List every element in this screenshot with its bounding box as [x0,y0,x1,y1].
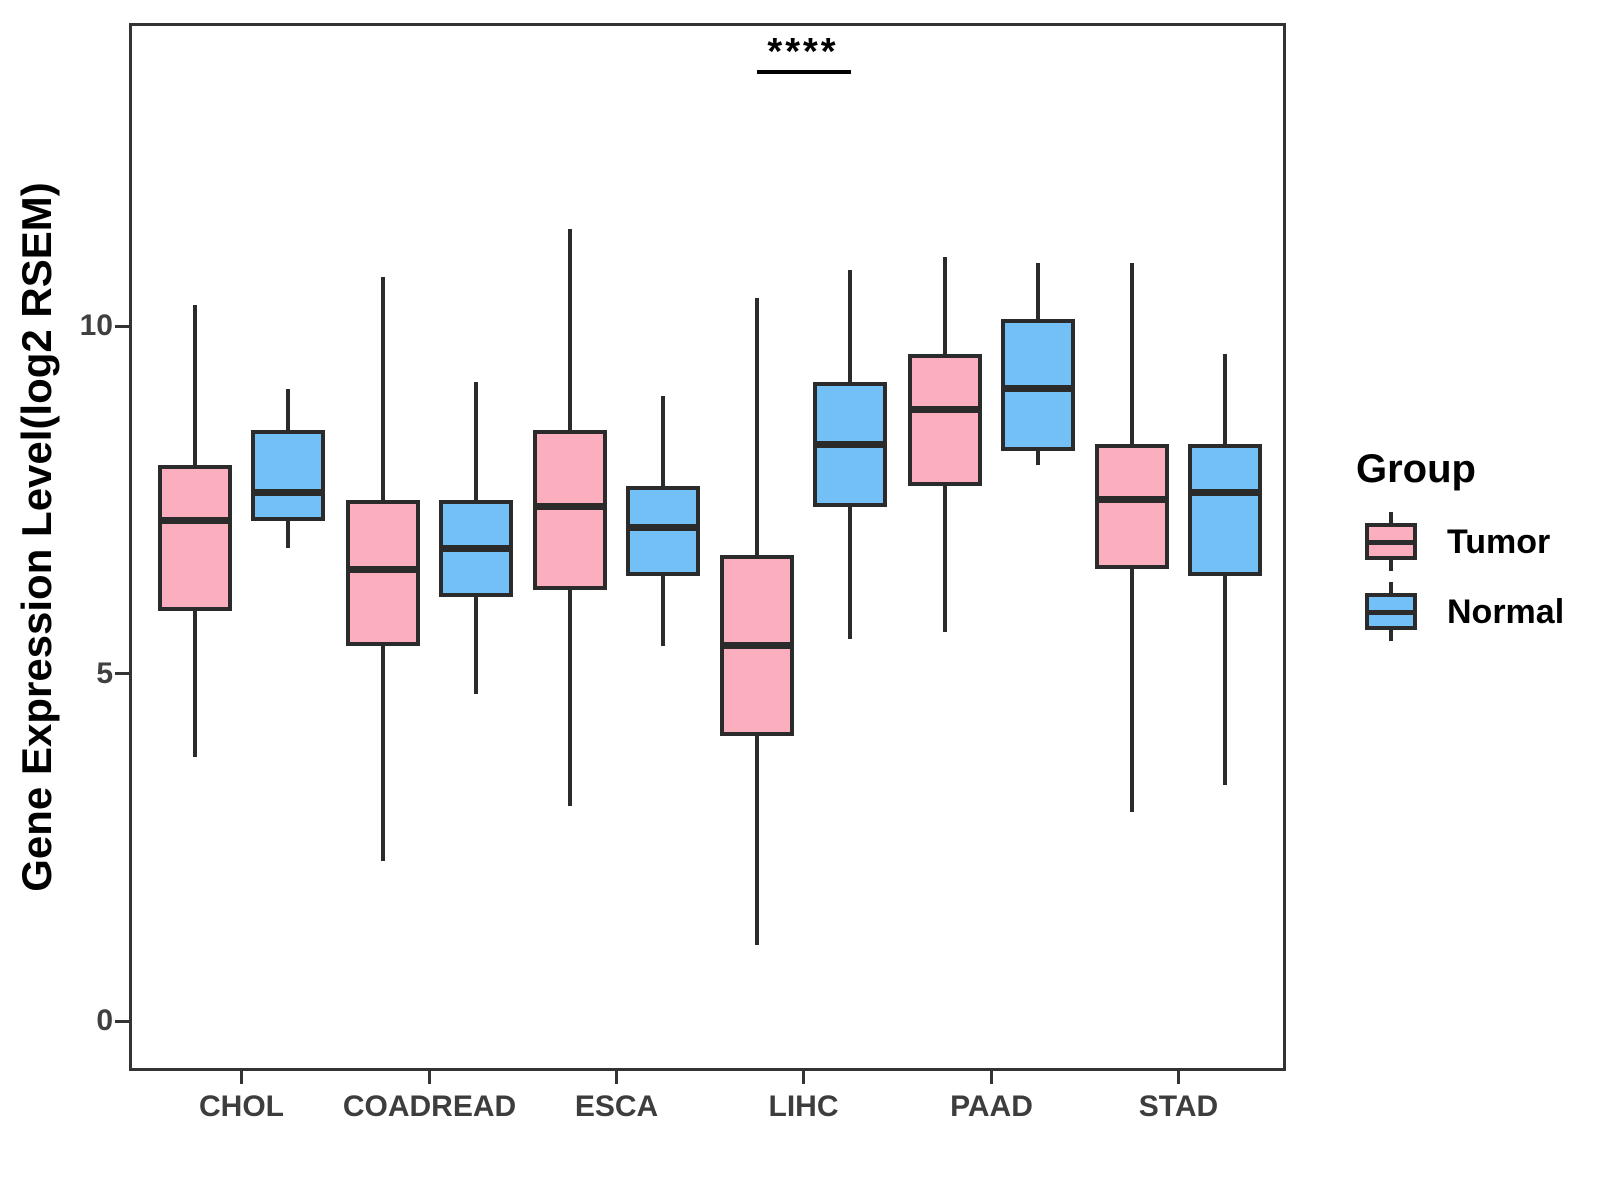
median-ESCA-Tumor [533,503,607,511]
x-tick-PAAD [990,1071,993,1084]
y-tick-label-10: 10 [79,309,113,342]
x-tick-STAD [1177,1071,1180,1084]
legend-normal-boxplot-icon [1365,582,1417,641]
legend-icon-whisker [1389,512,1393,523]
x-tick-label-LIHC: LIHC [768,1090,839,1123]
x-tick-LIHC [802,1071,805,1084]
legend-tumor-swatch [1365,523,1417,560]
plot-panel [129,23,1286,1071]
box-CHOL-Normal [251,430,325,521]
y-tick-0 [115,1019,129,1023]
median-COADREAD-Tumor [346,565,420,573]
median-STAD-Normal [1188,489,1262,497]
median-PAAD-Tumor [908,405,982,413]
y-tick-5 [115,672,129,675]
legend-icon-median [1365,540,1417,545]
y-tick-label-5: 5 [96,656,113,690]
x-tick-label-PAAD: PAAD [950,1090,1033,1123]
legend-tumor-boxplot-icon [1365,512,1417,571]
legend-normal-swatch [1365,593,1417,630]
x-tick-label-STAD: STAD [1138,1090,1219,1123]
y-tick-label-0: 0 [96,1004,113,1037]
y-axis-title: Gene Expression Level(log2 RSEM) [13,182,60,892]
significance-bar [757,70,851,74]
median-COADREAD-Normal [439,544,513,552]
median-PAAD-Normal [1001,385,1075,393]
legend-label-tumor: Tumor [1447,523,1551,561]
legend-label-normal: Normal [1447,593,1565,631]
x-tick-label-ESCA: ESCA [574,1090,659,1123]
legend-icon-median [1365,610,1417,615]
legend-icon-whisker [1389,582,1393,593]
legend-icon-whisker [1389,560,1393,571]
median-CHOL-Tumor [158,517,232,525]
box-CHOL-Tumor [158,465,232,611]
box-PAAD-Tumor [908,353,982,486]
legend-title: Group [1356,447,1476,491]
median-LIHC-Tumor [720,642,794,650]
median-CHOL-Normal [251,489,325,497]
x-tick-CHOL [240,1071,243,1084]
median-LIHC-Normal [813,440,887,448]
x-tick-label-CHOL: CHOL [199,1090,284,1123]
x-tick-COADREAD [428,1071,431,1084]
x-tick-ESCA [615,1071,618,1084]
significance-asterisks: **** [767,31,839,73]
median-ESCA-Normal [626,524,700,532]
box-STAD-Normal [1188,444,1262,577]
box-STAD-Tumor [1095,444,1169,570]
legend-icon-whisker [1389,630,1393,641]
median-STAD-Tumor [1095,496,1169,504]
y-tick-10 [115,324,129,328]
x-tick-label-COADREAD: COADREAD [342,1090,517,1123]
